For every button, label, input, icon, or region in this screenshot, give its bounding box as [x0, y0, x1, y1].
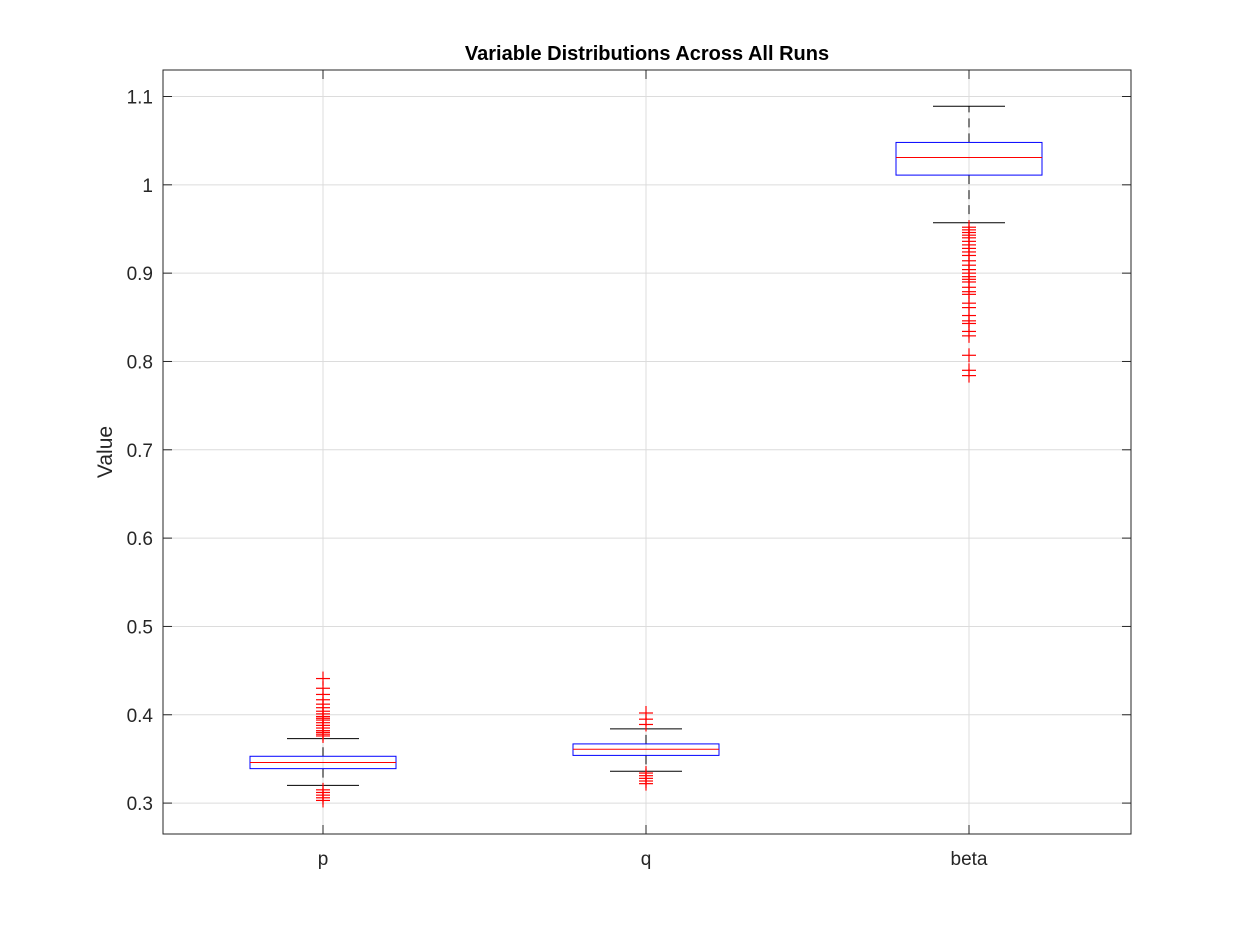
y-tick-label: 0.4 [127, 706, 154, 727]
box-group-q [572, 705, 720, 791]
outlier-marker [316, 782, 330, 797]
chart-title: Variable Distributions Across All Runs [465, 43, 829, 65]
plot-area [163, 70, 1131, 834]
box-group-p [249, 671, 397, 808]
y-tick-label: 1 [142, 176, 153, 197]
x-tick-label: p [318, 849, 329, 870]
outlier-marker [962, 348, 976, 363]
tick-layer: 0.3 0.4 0.5 0.6 0.7 0.8 0.9 1 1.1 p q beta [127, 70, 1131, 870]
y-tick-label: 0.9 [127, 264, 153, 285]
axes-frame [162, 69, 1132, 835]
outlier-marker [639, 705, 653, 720]
box-group-beta [895, 105, 1043, 383]
outlier-marker [316, 671, 330, 686]
outlier-marker [962, 363, 976, 378]
y-axis-label: Value [94, 426, 117, 478]
y-tick-label: 0.7 [127, 441, 153, 462]
box-layer [249, 105, 1043, 808]
y-tick-label: 0.6 [127, 529, 153, 550]
y-tick-label: 0.3 [127, 794, 153, 815]
y-tick-label: 0.8 [127, 352, 153, 373]
y-tick-label: 0.5 [127, 617, 153, 638]
outlier-marker [639, 766, 653, 781]
y-tick-label: 1.1 [127, 87, 153, 108]
iqr-box [895, 141, 1043, 176]
outlier-marker [962, 220, 976, 235]
x-tick-label: beta [951, 849, 988, 870]
x-tick-label: q [641, 849, 652, 870]
